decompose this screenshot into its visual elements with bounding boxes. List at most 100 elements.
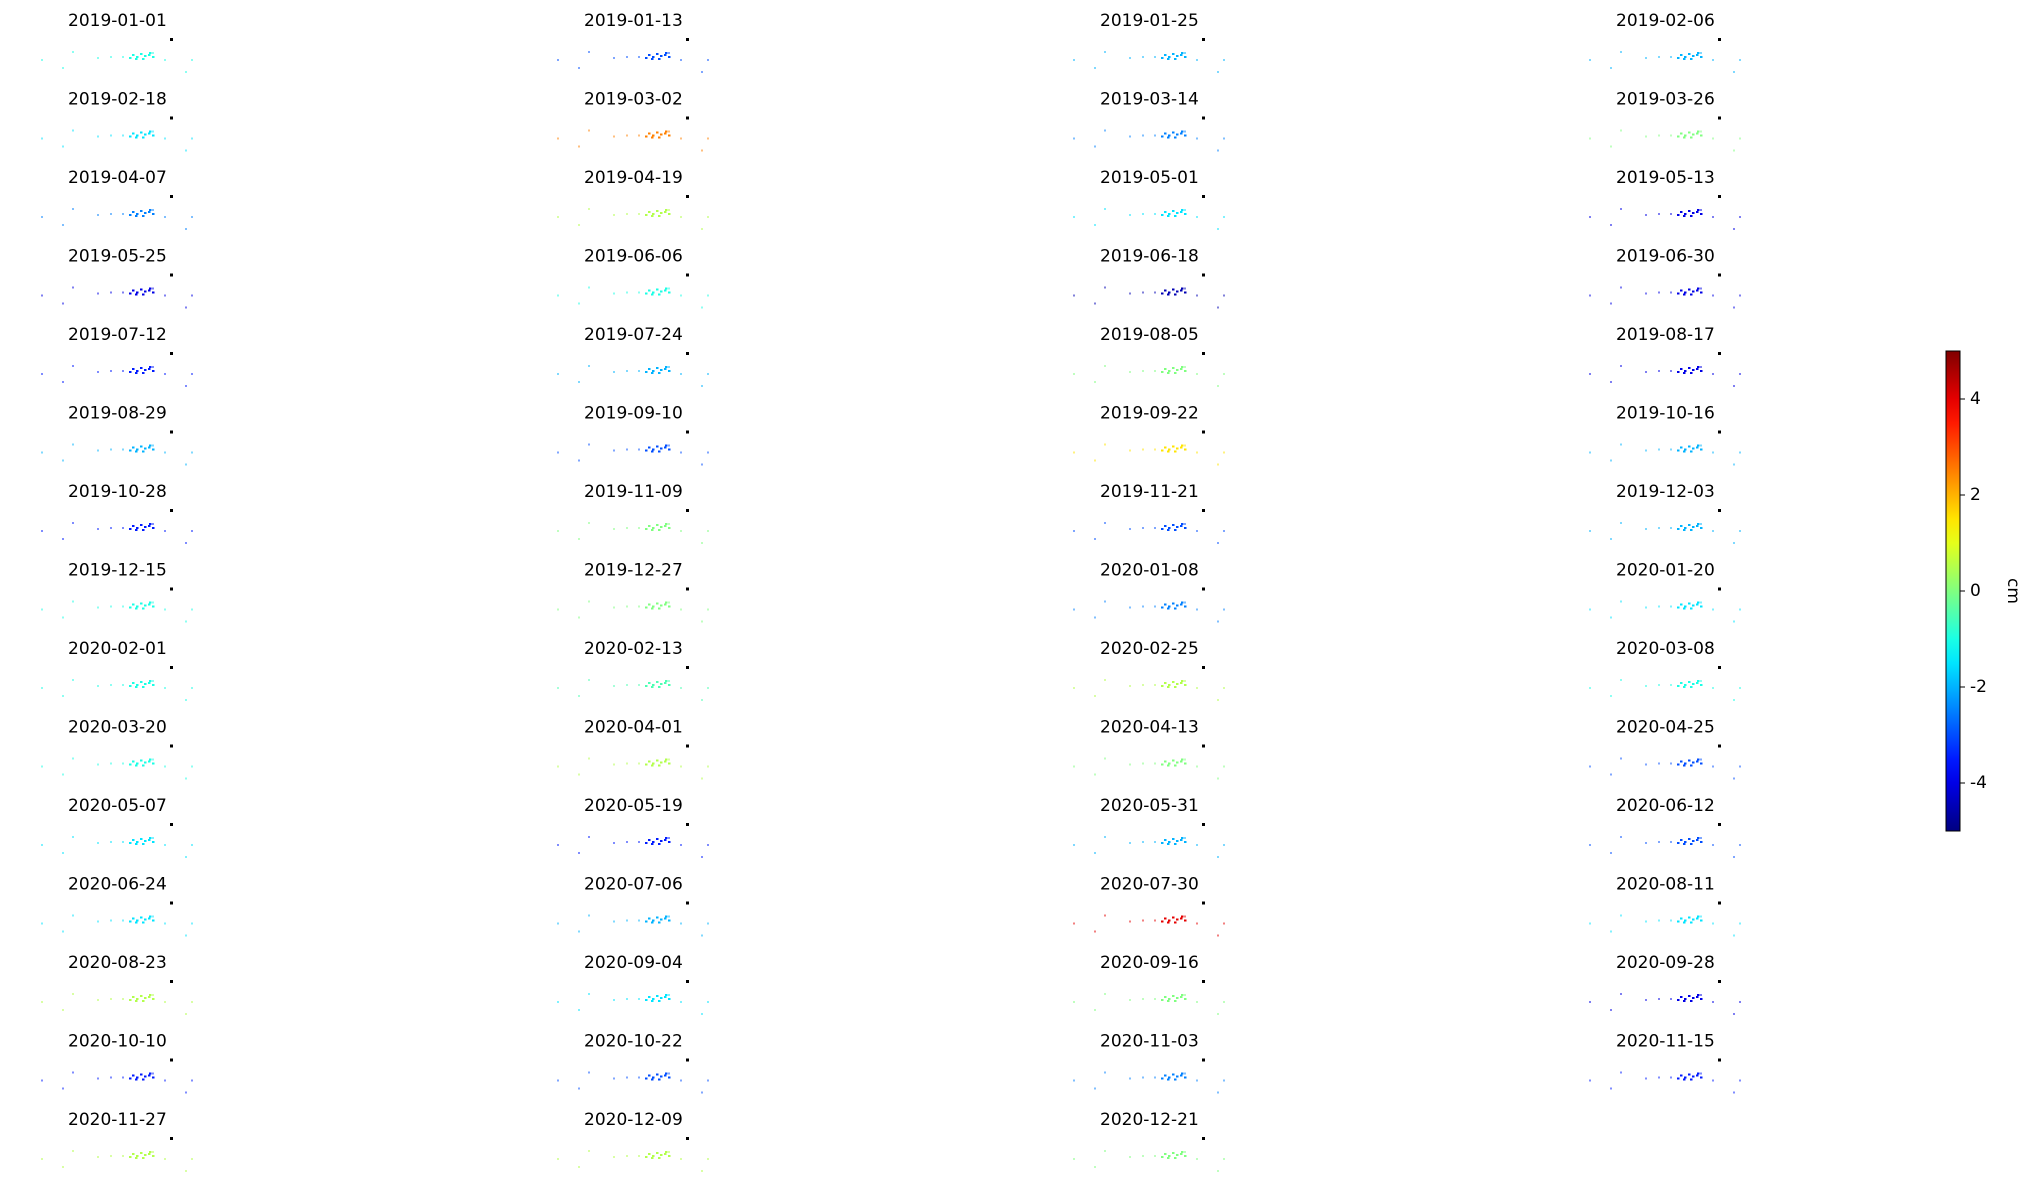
scatter-pixels [1073, 836, 1225, 858]
panel-title: 2019-05-13 [1616, 168, 1715, 188]
displacement-cluster [1677, 915, 1703, 924]
displacement-cluster [1677, 287, 1703, 296]
scatter-pixels [1589, 51, 1741, 73]
corner-marker [686, 587, 689, 591]
corner-marker [170, 430, 173, 434]
scatter-pixels [41, 1150, 193, 1172]
corner-marker [1718, 273, 1721, 277]
corner-marker [1202, 666, 1205, 669]
colorbar [1945, 350, 1961, 832]
scatter-pixels [41, 993, 193, 1015]
corner-marker [686, 744, 689, 748]
corner-marker [170, 666, 173, 669]
panel-title: 2019-11-21 [1100, 482, 1199, 502]
panel-title: 2020-02-01 [68, 639, 167, 659]
corner-marker [170, 116, 173, 120]
displacement-cluster [129, 523, 155, 531]
scatter-pixels [41, 1071, 193, 1094]
panel-title: 2020-12-21 [1100, 1110, 1199, 1130]
scatter-pixels [41, 365, 193, 387]
scatter-pixels [557, 286, 709, 309]
panel-title: 2019-06-06 [584, 247, 683, 267]
panel-title: 2020-06-12 [1616, 796, 1715, 816]
panel-title: 2020-08-23 [68, 953, 167, 973]
scatter-pixels [557, 365, 709, 387]
corner-marker [1202, 430, 1205, 434]
scatter-pixels [1589, 836, 1741, 858]
scatter-pixels [1073, 993, 1225, 1015]
scatter-pixels [1073, 51, 1225, 73]
displacement-cluster [1677, 994, 1703, 1002]
displacement-cluster [645, 1151, 671, 1159]
scatter-pixels [1589, 914, 1741, 937]
panel-title: 2020-03-20 [68, 718, 167, 738]
scatter-pixels [1073, 679, 1225, 701]
scatter-pixels [557, 993, 709, 1015]
scatter-pixels [557, 208, 709, 230]
panel-title: 2019-09-10 [584, 404, 683, 424]
panel-title: 2020-05-07 [68, 796, 167, 816]
displacement-cluster [645, 130, 671, 139]
corner-marker [170, 195, 173, 198]
panel-title: 2019-04-19 [584, 168, 683, 188]
displacement-cluster [1161, 130, 1187, 139]
panel-title: 2019-05-25 [68, 247, 167, 267]
scatter-pixels [557, 679, 709, 701]
colorbar-label: cm [2003, 578, 2023, 604]
displacement-cluster [129, 209, 155, 217]
scatter-pixels [557, 836, 709, 858]
corner-marker [1202, 352, 1205, 355]
panel-title: 2019-06-18 [1100, 247, 1199, 267]
corner-marker [1202, 1058, 1205, 1062]
displacement-cluster [1677, 209, 1703, 217]
panel-title: 2020-07-30 [1100, 875, 1199, 895]
corner-marker [170, 901, 173, 905]
displacement-cluster [129, 52, 155, 60]
panel-title: 2020-07-06 [584, 875, 683, 895]
panel-title: 2019-03-14 [1100, 90, 1199, 110]
corner-marker [1718, 744, 1721, 748]
displacement-cluster [645, 523, 671, 531]
scatter-pixels [1073, 757, 1225, 780]
displacement-cluster [645, 366, 671, 374]
panel-title: 2020-11-27 [68, 1110, 167, 1130]
scatter-pixels [41, 51, 193, 73]
panel-title: 2020-09-04 [584, 953, 683, 973]
panel-title: 2019-10-28 [68, 482, 167, 502]
displacement-cluster [645, 758, 671, 767]
displacement-cluster [1161, 1151, 1187, 1159]
corner-marker [686, 666, 689, 669]
corner-marker [1718, 509, 1721, 512]
displacement-cluster [129, 130, 155, 139]
panel-title: 2020-01-08 [1100, 561, 1199, 581]
displacement-cluster [1161, 680, 1187, 688]
corner-marker [686, 509, 689, 512]
displacement-cluster [1677, 444, 1703, 453]
panel-title: 2019-12-03 [1616, 482, 1715, 502]
displacement-cluster [645, 837, 671, 845]
scatter-pixels [1589, 993, 1741, 1015]
displacement-cluster [645, 1072, 671, 1081]
corner-marker [170, 744, 173, 748]
displacement-cluster [129, 1151, 155, 1159]
corner-marker [1718, 1058, 1721, 1062]
corner-marker [1718, 116, 1721, 120]
displacement-cluster [129, 915, 155, 924]
corner-marker [170, 1058, 173, 1062]
displacement-cluster [645, 444, 671, 453]
displacement-cluster [1161, 366, 1187, 374]
displacement-cluster [645, 52, 671, 60]
panel-title: 2020-12-09 [584, 1110, 683, 1130]
panel-title: 2019-01-01 [68, 11, 167, 31]
displacement-cluster [129, 601, 155, 610]
scatter-pixels [1589, 208, 1741, 230]
scatter-pixels [1589, 443, 1741, 466]
corner-marker [1202, 38, 1205, 41]
scatter-pixels [41, 443, 193, 466]
displacement-cluster [1677, 130, 1703, 139]
scatter-pixels [41, 129, 193, 152]
scatter-pixels [41, 914, 193, 937]
panel-title: 2020-06-24 [68, 875, 167, 895]
corner-marker [170, 38, 173, 41]
scatter-pixels [557, 1150, 709, 1172]
